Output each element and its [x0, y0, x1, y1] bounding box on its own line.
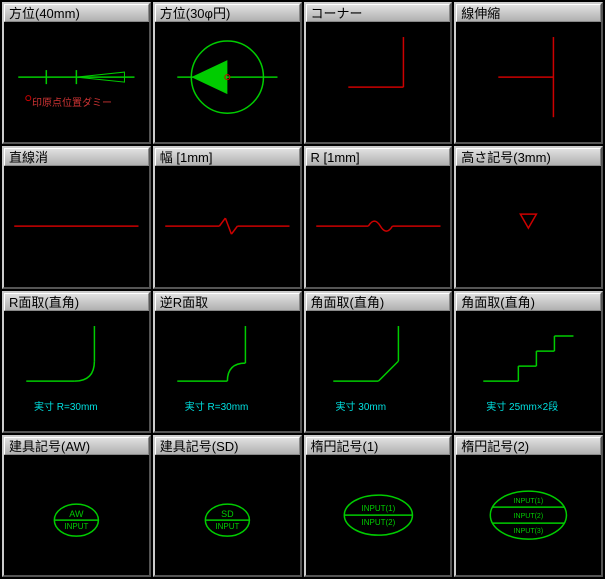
symbol-cell[interactable]: 逆R面取 実寸 R=30mm: [153, 291, 302, 433]
symbol-preview: SD INPUT: [155, 455, 300, 575]
cell-title: 高さ記号(3mm): [456, 148, 601, 166]
cell-title: 幅 [1mm]: [155, 148, 300, 166]
symbol-cell[interactable]: 方位(30φ円): [153, 2, 302, 144]
symbol-cell[interactable]: 直線消: [2, 146, 151, 288]
cell-title: 方位(40mm): [4, 4, 149, 22]
cell-subtext: 実寸 30mm: [336, 398, 387, 413]
cell-title: 方位(30φ円): [155, 4, 300, 22]
symbol-cell[interactable]: 建具記号(AW) AW INPUT: [2, 435, 151, 577]
symbol-preview: 実寸 30mm: [306, 311, 451, 431]
symbol-preview: INPUT(1) INPUT(2) INPUT(3): [456, 455, 601, 575]
cell-subtext: 実寸 R=30mm: [185, 398, 249, 413]
symbol-preview: [306, 22, 451, 142]
cell-title: 直線消: [4, 148, 149, 166]
svg-text:INPUT: INPUT: [64, 522, 88, 531]
cell-title: 楕円記号(2): [456, 437, 601, 455]
symbol-cell[interactable]: コーナー: [304, 2, 453, 144]
symbol-cell[interactable]: 線伸縮: [454, 2, 603, 144]
svg-text:INPUT: INPUT: [215, 522, 239, 531]
svg-text:INPUT(3): INPUT(3): [514, 528, 544, 535]
symbol-cell[interactable]: 方位(40mm) 印原点位置ダミー: [2, 2, 151, 144]
svg-text:INPUT(1): INPUT(1): [361, 504, 395, 513]
symbol-preview: AW INPUT: [4, 455, 149, 575]
cell-title: 建具記号(SD): [155, 437, 300, 455]
symbol-cell[interactable]: R面取(直角) 実寸 R=30mm: [2, 291, 151, 433]
cell-title: R [1mm]: [306, 148, 451, 166]
symbol-preview: [4, 166, 149, 286]
cell-title: 楕円記号(1): [306, 437, 451, 455]
symbol-cell[interactable]: 楕円記号(1) INPUT(1) INPUT(2): [304, 435, 453, 577]
symbol-preview: [306, 166, 451, 286]
svg-text:SD: SD: [221, 509, 234, 519]
symbol-preview: INPUT(1) INPUT(2): [306, 455, 451, 575]
symbol-preview: [456, 22, 601, 142]
symbol-grid: 方位(40mm) 印原点位置ダミー方位(30φ円) コーナー 線伸縮 直線消幅 …: [0, 0, 605, 579]
cell-title: 線伸縮: [456, 4, 601, 22]
svg-text:INPUT(2): INPUT(2): [514, 513, 544, 520]
symbol-preview: [456, 166, 601, 286]
symbol-cell[interactable]: 高さ記号(3mm): [454, 146, 603, 288]
symbol-cell[interactable]: 角面取(直角) 実寸 30mm: [304, 291, 453, 433]
cell-title: R面取(直角): [4, 293, 149, 311]
cell-subtext: 実寸 R=30mm: [34, 398, 98, 413]
symbol-cell[interactable]: 幅 [1mm]: [153, 146, 302, 288]
symbol-preview: 実寸 R=30mm: [4, 311, 149, 431]
cell-title: 角面取(直角): [306, 293, 451, 311]
cell-subtext: 印原点位置ダミー: [32, 94, 112, 109]
cell-title: 角面取(直角): [456, 293, 601, 311]
symbol-cell[interactable]: R [1mm]: [304, 146, 453, 288]
symbol-preview: [155, 22, 300, 142]
svg-text:AW: AW: [69, 509, 84, 519]
symbol-cell[interactable]: 建具記号(SD) SD INPUT: [153, 435, 302, 577]
symbol-cell[interactable]: 楕円記号(2) INPUT(1) INPUT(2) INPUT(3): [454, 435, 603, 577]
svg-text:INPUT(1): INPUT(1): [514, 498, 544, 505]
cell-title: コーナー: [306, 4, 451, 22]
symbol-preview: 実寸 R=30mm: [155, 311, 300, 431]
cell-title: 建具記号(AW): [4, 437, 149, 455]
cell-subtext: 実寸 25mm×2段: [486, 398, 558, 413]
symbol-preview: 印原点位置ダミー: [4, 22, 149, 142]
symbol-preview: 実寸 25mm×2段: [456, 311, 601, 431]
svg-text:INPUT(2): INPUT(2): [361, 518, 395, 527]
symbol-preview: [155, 166, 300, 286]
cell-title: 逆R面取: [155, 293, 300, 311]
symbol-cell[interactable]: 角面取(直角) 実寸 25mm×2段: [454, 291, 603, 433]
